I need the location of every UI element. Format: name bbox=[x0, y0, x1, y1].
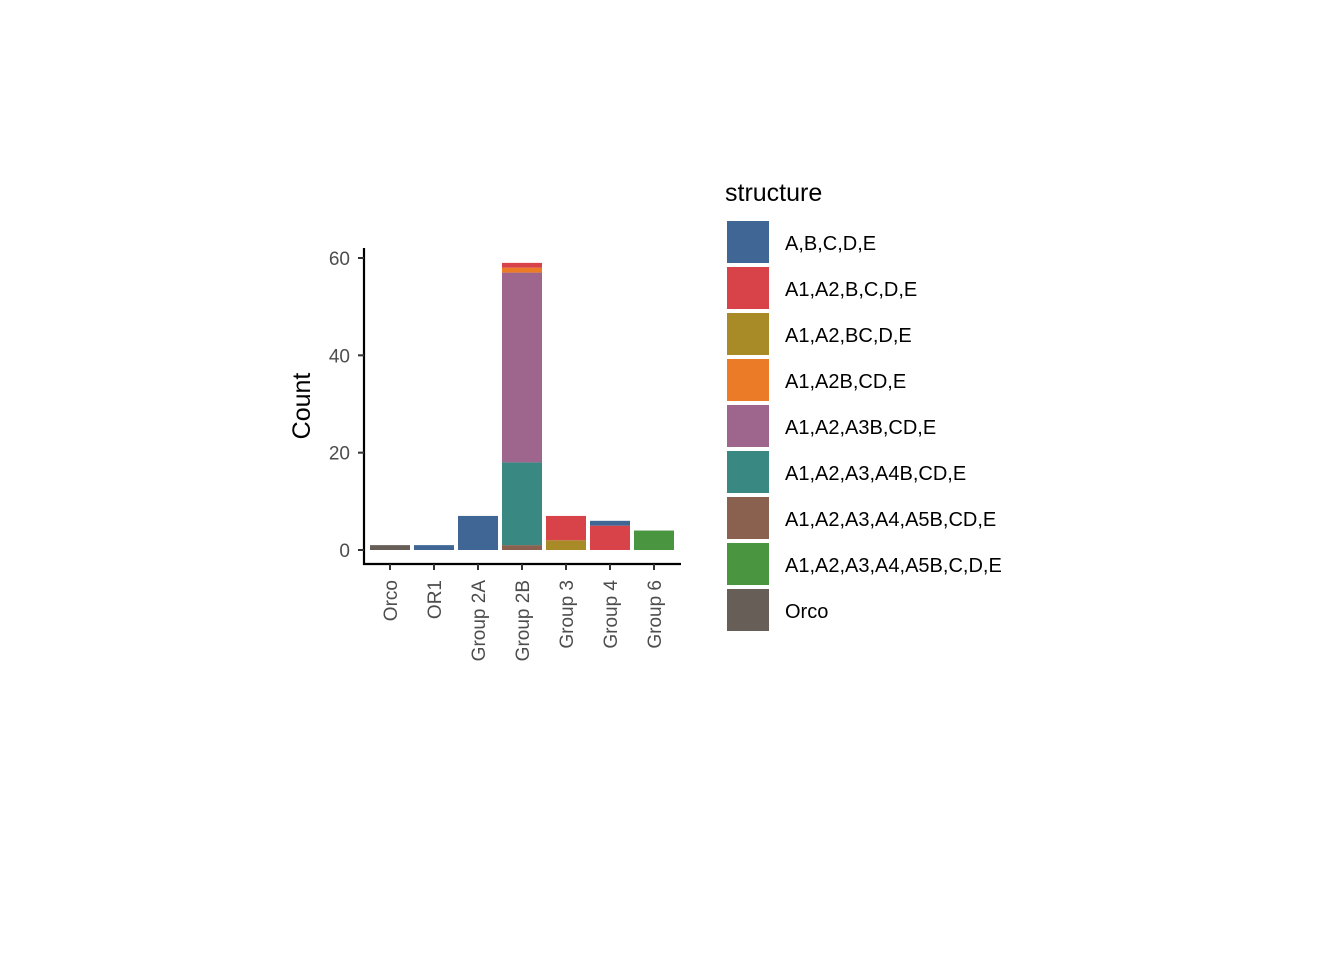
legend-label: Orco bbox=[785, 601, 828, 623]
legend-key bbox=[727, 451, 769, 493]
legend: structure A,B,C,D,E A1,A2,B,C,D,E A1,A2,BC… bbox=[725, 179, 1002, 631]
legend-label: A1,A2,BC,D,E bbox=[785, 325, 912, 347]
legend-key bbox=[727, 405, 769, 447]
x-tick-label: Group 2A bbox=[469, 580, 490, 662]
x-tick-label: Group 4 bbox=[601, 580, 622, 649]
legend-items: A,B,C,D,E A1,A2,B,C,D,E A1,A2,BC,D,E A1,A2B… bbox=[727, 221, 1002, 631]
legend-key bbox=[727, 267, 769, 309]
legend-key bbox=[727, 313, 769, 355]
legend-key bbox=[727, 543, 769, 585]
bar-segment bbox=[546, 515, 586, 541]
y-axis-ticks: 0 20 40 60 bbox=[329, 249, 364, 562]
y-tick-label: 0 bbox=[339, 541, 350, 562]
legend-label: A1,A2B,CD,E bbox=[785, 371, 906, 393]
bar-segment bbox=[502, 272, 542, 463]
x-axis-ticks: Orco OR1 Group 2A Group 2B Group 3 Group 4 Gro… bbox=[381, 564, 666, 661]
bar-segment bbox=[546, 540, 586, 550]
x-tick-label: Group 3 bbox=[557, 580, 578, 649]
legend-key bbox=[727, 497, 769, 539]
bar-segment bbox=[590, 520, 630, 526]
bar-segment bbox=[502, 462, 542, 546]
bar-segment bbox=[502, 267, 542, 273]
y-tick-label: 60 bbox=[329, 249, 350, 270]
bar-segment bbox=[502, 545, 542, 550]
bar-segment bbox=[458, 515, 498, 550]
bar-segment bbox=[590, 525, 630, 550]
legend-key bbox=[727, 589, 769, 631]
x-tick-label: OR1 bbox=[425, 580, 446, 619]
bar-segment bbox=[502, 262, 542, 268]
legend-title: structure bbox=[725, 179, 822, 207]
legend-key bbox=[727, 359, 769, 401]
bar-segment bbox=[370, 545, 410, 550]
x-tick-label: Group 2B bbox=[513, 580, 534, 661]
y-tick-label: 20 bbox=[329, 444, 350, 465]
bars-layer bbox=[370, 262, 674, 550]
bar-segment bbox=[414, 545, 454, 550]
legend-label: A,B,C,D,E bbox=[785, 233, 876, 255]
legend-label: A1,A2,B,C,D,E bbox=[785, 279, 917, 301]
bar-segment bbox=[634, 530, 674, 550]
legend-label: A1,A2,A3,A4,A5B,C,D,E bbox=[785, 555, 1002, 577]
legend-key bbox=[727, 221, 769, 263]
y-axis-title: Count bbox=[288, 373, 316, 440]
legend-label: A1,A2,A3,A4,A5B,CD,E bbox=[785, 509, 996, 531]
y-tick-label: 40 bbox=[329, 346, 350, 367]
legend-label: A1,A2,A3,A4B,CD,E bbox=[785, 463, 966, 485]
legend-label: A1,A2,A3B,CD,E bbox=[785, 417, 936, 439]
x-tick-label: Group 6 bbox=[645, 580, 666, 649]
x-tick-label: Orco bbox=[381, 580, 402, 621]
